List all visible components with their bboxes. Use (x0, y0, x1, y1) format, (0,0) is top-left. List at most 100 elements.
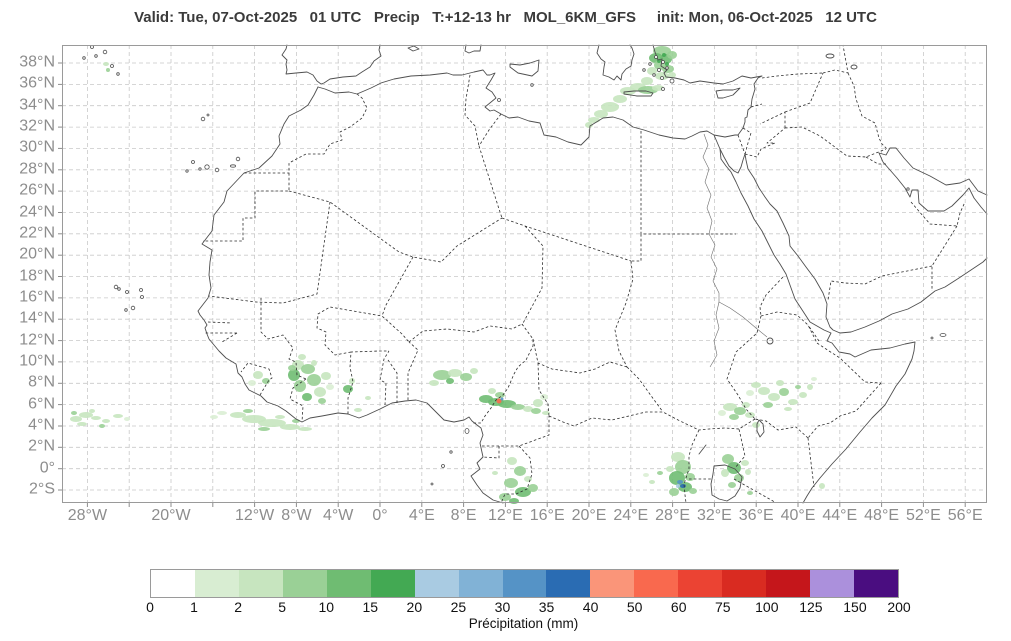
axis-ticks (58, 62, 966, 507)
precip-cell (89, 409, 95, 413)
precip-cell (819, 483, 825, 489)
precip-cell (718, 410, 726, 416)
colorbar-title: Précipitation (mm) (468, 616, 579, 631)
precip-cell (470, 368, 478, 374)
map-border-frame (62, 45, 987, 503)
island-cyprus (715, 87, 741, 99)
lat-tick-label: 2°S (29, 480, 55, 498)
precip-cell (795, 385, 801, 389)
precip-cell (124, 417, 130, 421)
precip-cell (280, 424, 300, 430)
precip-cell (722, 454, 734, 464)
lon-tick-label: 48°E (864, 507, 900, 524)
precip-cell (79, 412, 93, 418)
precip-cell (446, 378, 454, 384)
colorbar-tick-label: 125 (799, 599, 823, 615)
precip-cell (677, 480, 683, 484)
lat-tick-label: 34°N (19, 96, 55, 114)
precip-cell (779, 388, 789, 396)
precip-cell (676, 484, 680, 488)
colorbar-tick-label: 150 (843, 599, 867, 615)
precip-cell (528, 484, 538, 492)
lon-tick-label: 28°W (67, 507, 108, 524)
precip-cell (758, 387, 770, 395)
precip-cell (741, 460, 749, 466)
precip-cell (680, 484, 686, 488)
precip-cell (321, 372, 331, 380)
lon-tick-label: 44°E (822, 507, 858, 524)
precip-cell (504, 478, 518, 488)
precip-cell (728, 482, 736, 488)
precip-cell (113, 414, 123, 418)
precip-cell (729, 414, 739, 420)
precip-cell (429, 380, 439, 386)
coastline-atlantic (197, 86, 504, 504)
precip-cell (302, 393, 312, 401)
precip-cell (788, 399, 798, 405)
precip-cell (734, 407, 746, 415)
map-canvas (58, 44, 988, 507)
precip-cell (496, 398, 502, 404)
precip-cell (70, 416, 82, 422)
colorbar-tick-label: 0 (146, 599, 154, 615)
borders-middle-east (737, 44, 966, 301)
precip-cell (275, 415, 285, 419)
precip-cell (666, 466, 674, 472)
precip-cell (258, 419, 286, 427)
precip-cell (613, 95, 627, 103)
longitude-axis: 28°W 20°W 12°W 8°W 4°W 0° 4°E 8°E 12°E 16°E 20°E 24… (62, 506, 987, 528)
latitude-axis: 38°N 36°N 34°N 32°N 30°N 28°N 26°N 24°N 22°N 20°N… (0, 45, 58, 503)
precip-cell (301, 364, 315, 374)
colorbar-segment (282, 570, 327, 597)
lon-tick-label: 12°E (487, 507, 523, 524)
precip-cell (652, 85, 664, 91)
colorbar-tick-label: 75 (714, 599, 731, 615)
precip-cell (343, 385, 353, 393)
lat-tick-label: 28°N (19, 160, 55, 178)
precip-cell (460, 373, 472, 381)
precip-cell (433, 370, 451, 380)
precip-cell (448, 369, 462, 377)
precip-cell (662, 53, 666, 57)
precip-cell (784, 407, 792, 411)
precip-cell (106, 68, 110, 72)
precip-cell (253, 371, 263, 379)
lon-tick-label: 8°E (450, 507, 477, 524)
colorbar-tick-label: 50 (626, 599, 643, 615)
precip-cell (807, 384, 813, 390)
precip-cell (721, 469, 729, 477)
precip-cell (492, 471, 498, 475)
lat-tick-label: 26°N (19, 181, 55, 199)
precip-cell (217, 411, 227, 415)
precip-cell (515, 487, 531, 497)
nile-river (702, 133, 768, 368)
precip-cell (258, 427, 270, 431)
precip-cell (71, 411, 77, 415)
map-title: Valid: Tue, 07-Oct-2025 01 UTC Precip T:… (134, 9, 877, 26)
lat-tick-label: 0° (39, 459, 55, 477)
borders-west-africa (205, 201, 534, 424)
precip-cell (649, 480, 655, 484)
coastline-arabia (719, 148, 988, 334)
lat-tick-label: 36°N (19, 75, 55, 93)
colorbar-segment (546, 570, 591, 597)
lat-tick-label: 18°N (19, 267, 55, 285)
colorbar-segment (414, 570, 459, 597)
borders-northwest-africa (203, 74, 736, 368)
lat-tick-label: 2°N (28, 437, 55, 455)
precip-cell (542, 411, 550, 415)
precip-cell (745, 469, 751, 475)
precip-cell (671, 452, 685, 462)
lat-tick-label: 4°N (28, 416, 55, 434)
colorbar-segment (458, 570, 503, 597)
colorbar-tick-label: 30 (494, 599, 511, 615)
lon-tick-label: 12°W (234, 507, 275, 524)
lat-tick-label: 24°N (19, 203, 55, 221)
precip-cell (495, 392, 505, 398)
precip-cell (776, 380, 784, 386)
precip-cell (307, 374, 321, 386)
colorbar-tick-labels: 0 1 2 5 10 15 20 25 30 35 40 50 60 75 100 125 150 200 (146, 599, 911, 615)
precip-cell (102, 419, 110, 423)
precip-field (70, 46, 825, 504)
lat-tick-label: 6°N (28, 395, 55, 413)
